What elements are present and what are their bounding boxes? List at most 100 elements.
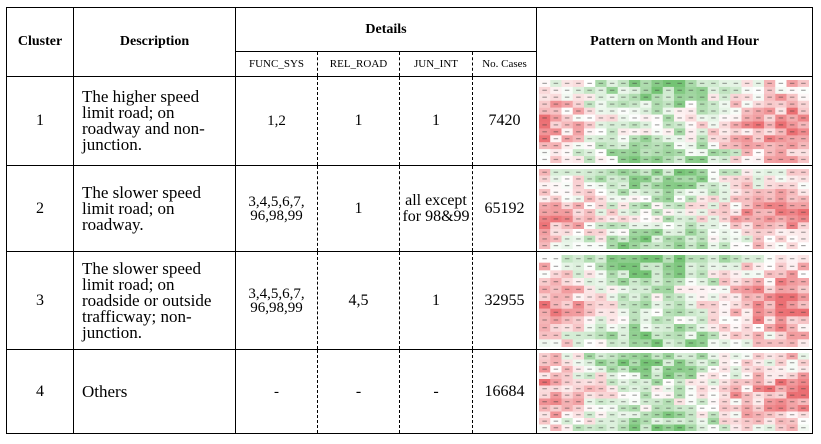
heatmap-cell-mark xyxy=(711,400,716,402)
heatmap-cell-mark xyxy=(542,413,547,415)
heatmap-cell-mark xyxy=(553,184,559,186)
heatmap-cell-rect xyxy=(584,262,596,271)
heatmap-cell-rect xyxy=(651,269,663,278)
heatmap-cell-rect xyxy=(752,235,765,243)
heatmap-cell-mark xyxy=(699,109,705,112)
heatmap-cell-mark xyxy=(609,413,615,415)
heatmap-cell-rect xyxy=(752,315,765,324)
heatmap-cell-rect xyxy=(741,141,753,149)
heatmap-cell-rect xyxy=(539,181,551,189)
heatmap-cell-mark xyxy=(677,137,682,139)
heatmap-cell-rect xyxy=(572,300,585,309)
heatmap-cell-rect xyxy=(775,155,787,163)
heatmap-cell-mark xyxy=(733,318,739,321)
heatmap-cell-rect xyxy=(707,168,720,176)
heatmap-cell-rect xyxy=(696,404,708,412)
heatmap-cell-rect xyxy=(617,228,630,236)
heatmap-cell-mark xyxy=(609,130,615,132)
heatmap-cell-mark xyxy=(711,272,716,275)
heatmap-cell-mark xyxy=(801,426,806,428)
heatmap-cell-rect xyxy=(617,315,630,324)
heatmap-cell-mark xyxy=(801,318,806,321)
heatmap-cell-rect xyxy=(696,378,708,386)
heatmap-cell-rect xyxy=(719,121,731,129)
heatmap-cell-rect xyxy=(640,385,652,392)
heatmap-cell-rect xyxy=(764,175,776,183)
heatmap-cell-mark xyxy=(699,272,705,275)
heatmap-cell-rect xyxy=(651,315,663,324)
heatmap-cell-mark xyxy=(654,109,660,112)
heatmap-cell-rect xyxy=(730,181,742,189)
heatmap-cell-mark xyxy=(564,191,570,193)
func-sys-value: 3,4,5,6,7, 96,98,99 xyxy=(235,251,318,350)
heatmap-cell-rect xyxy=(696,398,708,405)
heatmap-cell-mark xyxy=(789,334,795,336)
heatmap-cell-rect xyxy=(662,323,675,332)
heatmap-cell-rect xyxy=(561,372,573,379)
heatmap-cell-mark xyxy=(756,171,761,173)
cluster-4-heatmap xyxy=(539,352,810,431)
heatmap-cell-rect xyxy=(640,141,652,149)
heatmap-cell-mark xyxy=(587,394,592,396)
heatmap-cell-mark xyxy=(744,184,750,186)
heatmap-cell-mark xyxy=(553,231,559,233)
heatmap-cell-mark xyxy=(699,394,705,396)
heatmap-cell-rect xyxy=(685,378,697,386)
heatmap-cell-rect xyxy=(584,315,596,324)
heatmap-cell-rect xyxy=(595,195,607,203)
heatmap-cell-mark xyxy=(643,400,649,402)
heatmap-cell-mark xyxy=(643,368,649,370)
heatmap-cell-mark xyxy=(722,394,727,396)
heatmap-cell-rect xyxy=(797,127,810,136)
heatmap-cell-mark xyxy=(587,311,592,313)
heatmap-cell-rect xyxy=(640,331,652,340)
heatmap-cell-rect xyxy=(595,391,607,399)
heatmap-cell-mark xyxy=(654,394,660,396)
heatmap-cell-rect xyxy=(719,168,731,176)
heatmap-cell-mark xyxy=(666,191,671,193)
heatmap-cell-mark xyxy=(677,272,682,275)
heatmap-cell-rect xyxy=(606,141,618,149)
heatmap-cell-rect xyxy=(584,201,596,209)
heatmap-cell-rect xyxy=(662,208,675,216)
heatmap-cell-mark xyxy=(564,394,570,396)
heatmap-cell-rect xyxy=(775,277,787,286)
heatmap-cell-mark xyxy=(767,257,772,259)
heatmap-cell-rect xyxy=(730,141,742,149)
heatmap-cell-mark xyxy=(756,231,761,233)
heatmap-cell-rect xyxy=(629,241,641,249)
heatmap-cell-mark xyxy=(699,280,705,282)
heatmap-cell-rect xyxy=(629,338,641,347)
heatmap-cell-mark xyxy=(789,381,795,383)
heatmap-cell-rect xyxy=(662,188,675,196)
heatmap-cell-mark xyxy=(789,407,795,409)
heatmap-cell-rect xyxy=(797,254,810,263)
heatmap-cell-mark xyxy=(643,426,649,428)
heatmap-cell-rect xyxy=(662,100,675,108)
heatmap-cell-rect xyxy=(606,404,618,412)
heatmap-cell-mark xyxy=(666,177,671,180)
heatmap-cell-mark xyxy=(564,387,570,389)
heatmap-cell-mark xyxy=(598,413,604,415)
heatmap-cell-mark xyxy=(654,420,660,422)
heatmap-cell-mark xyxy=(801,326,806,328)
heatmap-cell-mark xyxy=(722,177,727,180)
heatmap-cell-rect xyxy=(539,228,551,236)
heatmap-cell-mark xyxy=(609,341,615,344)
heatmap-cell-rect xyxy=(617,175,630,183)
heatmap-cell-rect xyxy=(730,221,742,229)
heatmap-cell-mark xyxy=(733,109,739,112)
heatmap-cell-rect xyxy=(752,141,765,149)
heatmap-cell-rect xyxy=(696,148,708,156)
heatmap-cell-mark xyxy=(778,426,784,428)
heatmap-cell-rect xyxy=(775,141,787,149)
heatmap-cell-mark xyxy=(632,318,637,321)
heatmap-cell-rect xyxy=(606,134,618,142)
heatmap-cell-mark xyxy=(542,116,547,119)
heatmap-cell-mark xyxy=(666,426,671,428)
heatmap-cell-mark xyxy=(699,420,705,422)
func-sys-value: 3,4,5,6,7, 96,98,99 xyxy=(235,165,318,252)
heatmap-cell-mark xyxy=(677,381,682,383)
heatmap-cell-mark xyxy=(688,413,694,415)
heatmap-cell-mark xyxy=(744,197,750,200)
